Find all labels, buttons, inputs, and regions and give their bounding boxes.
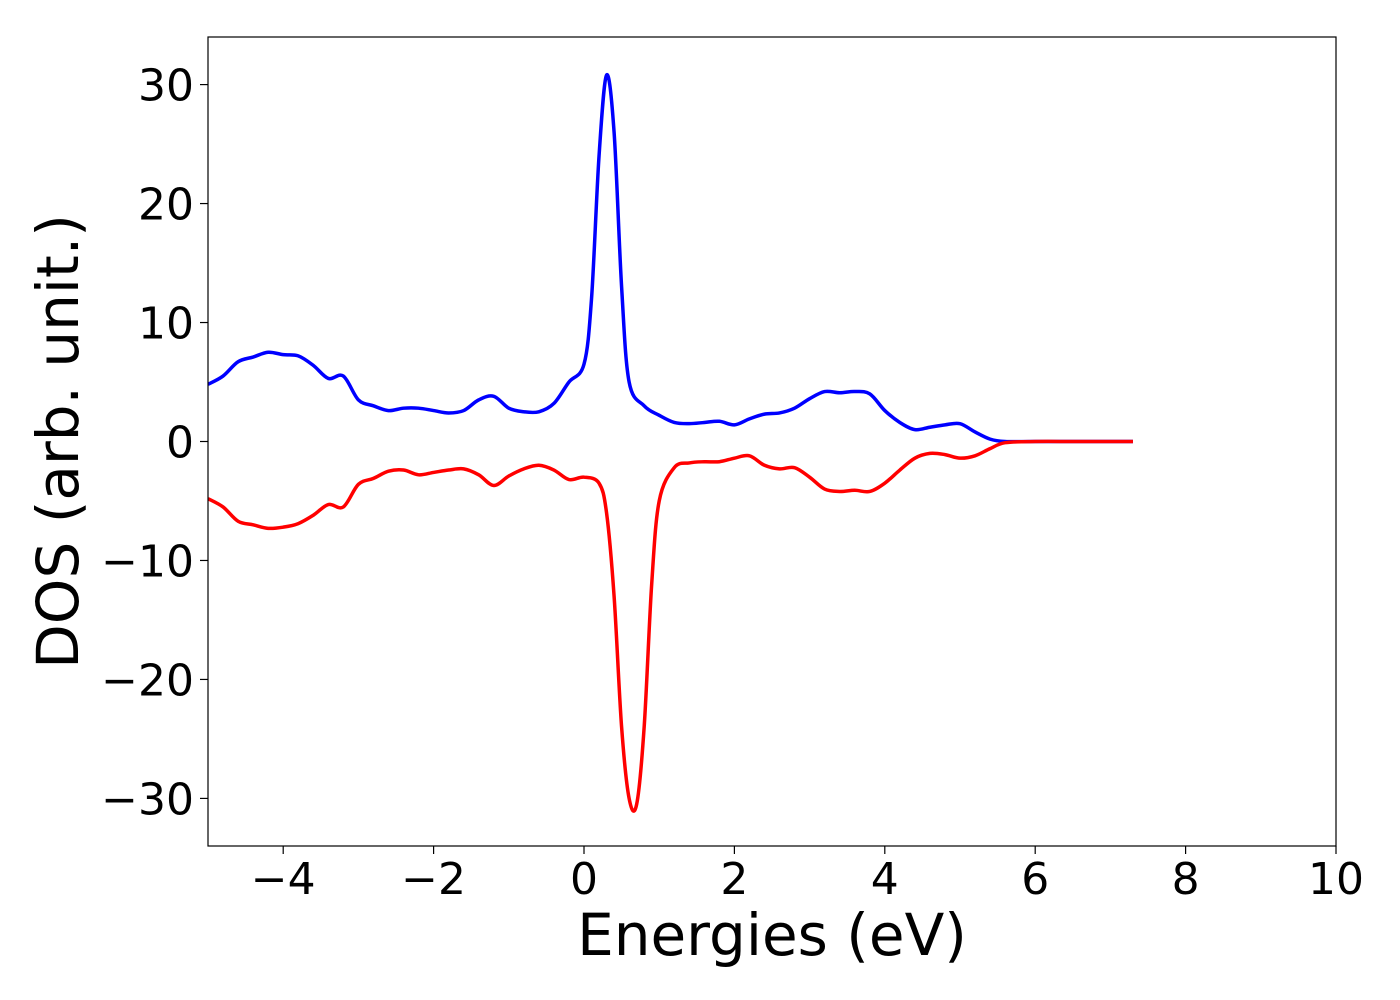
plot-area-frame (207, 36, 1337, 847)
series-line-red (208, 439, 1133, 813)
x-axis-label: Energies (eV) (577, 901, 967, 969)
x-tick-label: −4 (251, 854, 316, 905)
x-axis-ticks: −4 −2 0 2 4 6 8 10 (251, 846, 1364, 905)
y-tick-label: 0 (166, 418, 194, 469)
y-tick-label: 20 (138, 180, 194, 231)
y-tick-label: 10 (138, 299, 194, 350)
x-tick-label: 0 (570, 854, 598, 905)
series-layer (208, 73, 1133, 813)
x-tick-label: 2 (720, 854, 748, 905)
x-tick-label: −2 (401, 854, 466, 905)
y-tick-label: −30 (101, 774, 194, 825)
x-tick-label: 8 (1172, 854, 1200, 905)
y-tick-label: 30 (138, 61, 194, 112)
x-tick-label: 4 (871, 854, 899, 905)
y-axis-ticks: −30 −20 −10 0 10 20 30 (101, 61, 208, 825)
y-tick-label: −10 (101, 536, 194, 587)
x-tick-label: 10 (1308, 854, 1364, 905)
y-axis-label: DOS (arb. unit.) (24, 214, 92, 669)
x-tick-label: 6 (1021, 854, 1049, 905)
series-line-blue (208, 73, 1133, 444)
y-tick-label: −20 (101, 655, 194, 706)
